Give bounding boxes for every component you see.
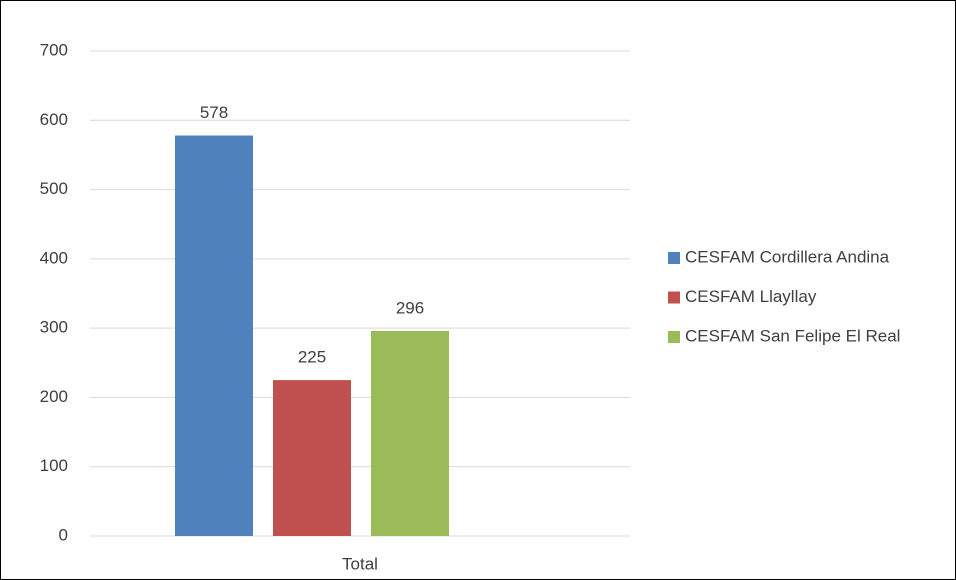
legend-label: CESFAM Llayllay — [685, 287, 817, 306]
y-tick-label: 400 — [40, 248, 68, 267]
data-label: 225 — [298, 348, 326, 367]
data-label: 296 — [396, 298, 424, 317]
bar — [273, 380, 351, 536]
legend-swatch — [668, 291, 680, 304]
bar — [371, 330, 449, 536]
legend-label: CESFAM San Felipe El Real — [685, 326, 900, 345]
legend-swatch — [668, 331, 680, 343]
y-tick-label: 500 — [40, 179, 68, 198]
legend-label: CESFAM Cordillera Andina — [685, 247, 890, 266]
y-tick-label: 700 — [40, 40, 68, 59]
y-tick-label: 600 — [40, 110, 68, 129]
y-tick-label: 300 — [40, 318, 68, 337]
legend-swatch — [668, 252, 680, 264]
bar — [175, 135, 253, 536]
y-tick-label: 200 — [40, 387, 68, 406]
x-tick-label: Total — [342, 554, 378, 573]
data-label: 578 — [200, 103, 228, 122]
y-tick-label: 100 — [40, 456, 68, 475]
y-tick-label: 0 — [59, 525, 68, 544]
